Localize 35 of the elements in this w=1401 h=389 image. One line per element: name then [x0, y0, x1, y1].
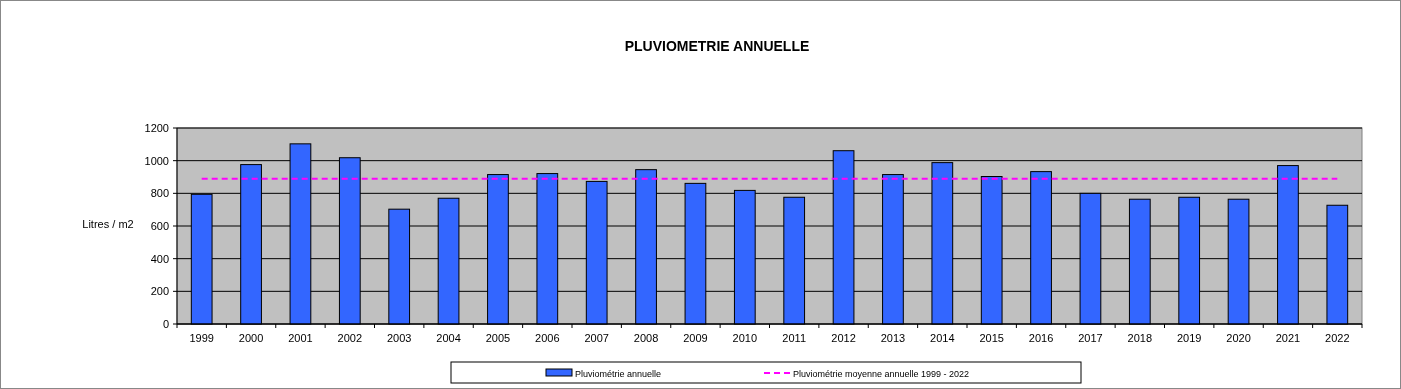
- y-tick-label: 0: [162, 318, 169, 330]
- x-tick-label: 2008: [633, 332, 659, 344]
- x-tick-label: 1999: [189, 332, 214, 344]
- x-tick-label: 2010: [732, 332, 758, 344]
- y-tick-label: 200: [150, 285, 169, 298]
- x-tick-label: 2004: [436, 332, 461, 344]
- x-tick-label: 2009: [683, 332, 708, 344]
- x-tick-label: 2019: [1176, 332, 1202, 344]
- x-tick-label: 2020: [1226, 332, 1251, 344]
- x-tick-label: 2003: [386, 332, 412, 344]
- y-tick-label: 400: [150, 252, 169, 265]
- y-tick-label: 800: [150, 187, 169, 200]
- x-tick-label: 2011: [782, 332, 807, 344]
- x-tick-label: 2017: [1078, 332, 1103, 344]
- x-tick-label: 2002: [337, 332, 363, 344]
- y-tick-label: 1000: [144, 154, 169, 167]
- y-tick-label: 600: [150, 220, 169, 232]
- x-tick-label: 2016: [1028, 332, 1054, 344]
- x-tick-label: 2007: [584, 332, 609, 344]
- x-tick-label: 2012: [831, 332, 856, 344]
- x-tick-label: 2022: [1325, 332, 1350, 344]
- x-tick-label: 2013: [880, 332, 906, 344]
- x-tick-label: 2015: [979, 332, 1004, 344]
- x-tick-label: 2014: [930, 332, 955, 344]
- x-tick-label: 2018: [1127, 332, 1153, 344]
- x-tick-label: 2005: [485, 332, 511, 344]
- x-tick-label: 2006: [535, 332, 560, 344]
- y-tick-label: 1200: [144, 122, 169, 134]
- legend-label: Pluviométrie annuelle: [575, 369, 662, 379]
- x-tick-label: 2000: [238, 332, 264, 344]
- legend-label: Pluviométrie moyenne annuelle 1999 - 2022: [793, 369, 970, 379]
- y-axis-title: Litres / m2: [82, 218, 134, 230]
- x-tick-label: 2021: [1275, 332, 1301, 344]
- chart-title: PLUVIOMETRIE ANNUELLE: [624, 38, 810, 54]
- x-tick-label: 2001: [288, 332, 313, 344]
